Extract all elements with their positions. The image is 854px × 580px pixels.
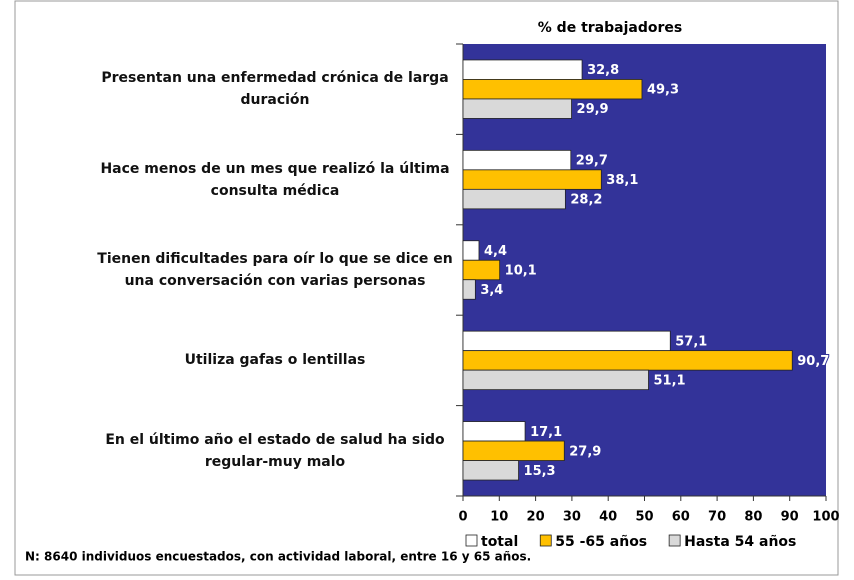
- plot-area: [463, 44, 826, 496]
- x-tick-label: 20: [527, 510, 545, 525]
- bar: [462, 259, 501, 281]
- value-label: 51,1: [653, 373, 685, 388]
- bar: [462, 98, 572, 119]
- value-label: 38,1: [606, 173, 638, 188]
- category-label: Hace menos de un mes que realizó la últi…: [100, 160, 450, 199]
- bar: [462, 149, 572, 171]
- bar: [462, 79, 643, 100]
- bar: [462, 350, 793, 371]
- bar: [462, 279, 476, 300]
- x-tick-label: 30: [563, 510, 581, 525]
- x-tick-label: 90: [781, 510, 799, 525]
- legend-label: total: [481, 534, 518, 550]
- value-label: 10,1: [505, 264, 537, 279]
- category-label: Utiliza gafas o lentillas: [184, 352, 366, 369]
- value-label: 28,2: [570, 193, 602, 208]
- x-tick-label: 50: [635, 510, 653, 525]
- x-tick-label: 80: [744, 510, 762, 525]
- footnote: N: 8640 individuos encuestados, con acti…: [25, 550, 531, 564]
- x-tick-label: 0: [458, 510, 467, 525]
- bar: [462, 460, 519, 481]
- legend-swatch: [539, 534, 552, 547]
- legend-label: Hasta 54 años: [684, 534, 796, 550]
- value-label: 32,8: [587, 63, 619, 78]
- value-label: 17,1: [530, 425, 562, 440]
- bar: [462, 169, 602, 190]
- value-label: 90,7: [797, 354, 829, 369]
- x-tick-label: 60: [672, 510, 690, 525]
- value-label: 27,9: [569, 444, 601, 459]
- value-label: 4,4: [484, 244, 507, 259]
- bar: [462, 330, 671, 352]
- legend-label: 55 -65 años: [555, 534, 647, 550]
- bar: [462, 59, 583, 80]
- value-label: 29,7: [576, 154, 608, 169]
- category-label: En el último año el estado de salud ha s…: [105, 431, 445, 470]
- x-tick-label: 100: [812, 510, 839, 525]
- legend-swatch: [465, 534, 478, 547]
- frame-border: [14, 0, 839, 576]
- category-label: Presentan una enfermedad crónica de larg…: [101, 70, 449, 109]
- bar: [462, 240, 480, 261]
- value-label: 15,3: [524, 464, 556, 479]
- value-label: 3,4: [480, 283, 503, 298]
- value-label: 49,3: [647, 83, 679, 98]
- category-label: Tienen dificultades para oír lo que se d…: [97, 251, 453, 289]
- bar: [462, 369, 649, 391]
- x-tick-label: 10: [490, 510, 508, 525]
- x-tick-label: 70: [708, 510, 726, 525]
- chart-title: % de trabajadores: [538, 20, 682, 36]
- bar: [462, 421, 526, 442]
- bar: [462, 440, 565, 461]
- x-tick-label: 40: [599, 510, 617, 525]
- legend-swatch: [668, 534, 681, 547]
- bar: [462, 188, 566, 210]
- value-label: 57,1: [675, 334, 707, 349]
- value-label: 29,9: [577, 102, 609, 117]
